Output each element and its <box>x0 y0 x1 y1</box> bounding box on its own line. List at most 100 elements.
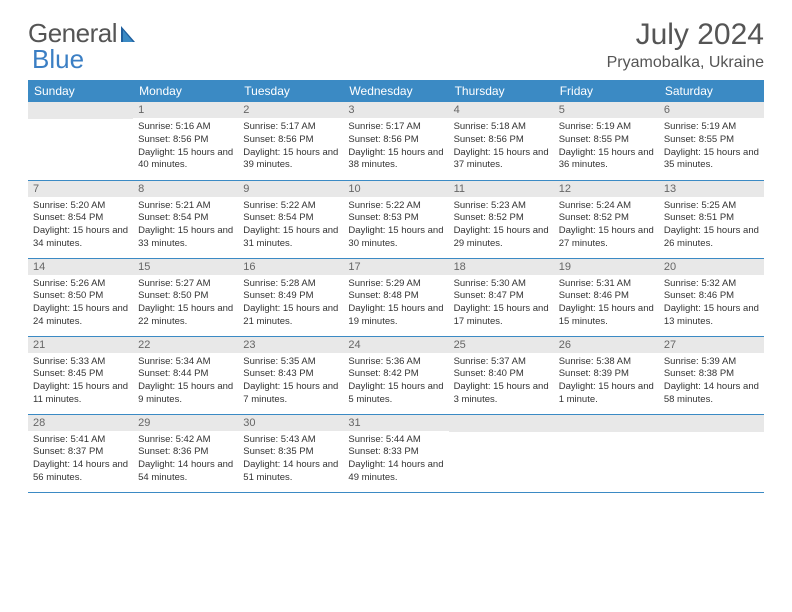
sail-icon <box>119 24 141 44</box>
day-content: Sunrise: 5:22 AMSunset: 8:54 PMDaylight:… <box>238 197 343 256</box>
calendar-week: 14 Sunrise: 5:26 AMSunset: 8:50 PM Dayligh… <box>28 258 764 336</box>
weekday-header: Friday <box>554 80 659 102</box>
day-number: 22 <box>133 337 238 353</box>
calendar-cell: 8Sunrise: 5:21 AMSunset: 8:54 PMDaylight… <box>133 180 238 258</box>
calendar-table: SundayMondayTuesdayWednesdayThursdayFrid… <box>28 80 764 493</box>
calendar-cell <box>659 414 764 492</box>
day-content: Sunrise: 5:35 AMSunset: 8:43 PMDaylight:… <box>238 353 343 412</box>
day-content: Sunrise: 5:23 AMSunset: 8:52 PMDaylight:… <box>449 197 554 256</box>
daylight-text: Daylight: 15 hours and 38 minutes. <box>348 147 443 173</box>
calendar-cell: 5Sunrise: 5:19 AMSunset: 8:55 PMDaylight… <box>554 102 659 180</box>
day-number: 15 <box>133 259 238 275</box>
calendar-cell: 10Sunrise: 5:22 AMSunset: 8:53 PMDayligh… <box>343 180 448 258</box>
sunset-text: Sunset: 8:47 PM <box>454 290 549 303</box>
calendar-cell: 13Sunrise: 5:25 AMSunset: 8:51 PMDayligh… <box>659 180 764 258</box>
sunset-text: Sunset: 8:45 PM <box>33 368 128 381</box>
daylight-text: Daylight: 15 hours and 29 minutes. <box>454 225 549 251</box>
day-content: Sunrise: 5:28 AMSunset: 8:49 PMDaylight:… <box>238 275 343 334</box>
daylight-text: Daylight: 15 hours and 3 minutes. <box>454 381 549 407</box>
sunset-text: Sunset: 8:48 PM <box>348 290 443 303</box>
weekday-header: Wednesday <box>343 80 448 102</box>
calendar-cell: 19Sunrise: 5:31 AMSunset: 8:46 PMDayligh… <box>554 258 659 336</box>
day-number <box>28 102 133 119</box>
day-number: 12 <box>554 181 659 197</box>
sunset-text: Sunset: 8:53 PM <box>348 212 443 225</box>
sunset-text: Sunset: 8:42 PM <box>348 368 443 381</box>
sunset-text: Sunset: 8:54 PM <box>33 212 128 225</box>
sunset-text: Sunset: 8:39 PM <box>559 368 654 381</box>
sunrise-text: Sunrise: 5:32 AM <box>664 278 759 291</box>
sunrise-text: Sunrise: 5:35 AM <box>243 356 338 369</box>
sunset-text: Sunset: 8:33 PM <box>348 446 443 459</box>
calendar-cell: 1Sunrise: 5:16 AMSunset: 8:56 PMDaylight… <box>133 102 238 180</box>
sunset-text: Sunset: 8:46 PM <box>664 290 759 303</box>
sunset-text: Sunset: 8:56 PM <box>454 134 549 147</box>
day-number: 23 <box>238 337 343 353</box>
calendar-cell: 27Sunrise: 5:39 AMSunset: 8:38 PMDayligh… <box>659 336 764 414</box>
day-number: 3 <box>343 102 448 118</box>
daylight-text: Daylight: 15 hours and 40 minutes. <box>138 147 233 173</box>
day-number: 14 <box>28 259 133 275</box>
day-content: Sunrise: 5:43 AMSunset: 8:35 PMDaylight:… <box>238 431 343 490</box>
daylight-text: Daylight: 14 hours and 56 minutes. <box>33 459 128 485</box>
day-number <box>554 415 659 432</box>
sunrise-text: Sunrise: 5:16 AM <box>138 121 233 134</box>
sunset-text: Sunset: 8:50 PM <box>33 290 128 303</box>
daylight-text: Daylight: 15 hours and 30 minutes. <box>348 225 443 251</box>
calendar-cell: 15Sunrise: 5:27 AMSunset: 8:50 PMDayligh… <box>133 258 238 336</box>
calendar-cell: 4Sunrise: 5:18 AMSunset: 8:56 PMDaylight… <box>449 102 554 180</box>
day-content: Sunrise: 5:34 AMSunset: 8:44 PMDaylight:… <box>133 353 238 412</box>
daylight-text: Daylight: 15 hours and 13 minutes. <box>664 303 759 329</box>
sunset-text: Sunset: 8:55 PM <box>664 134 759 147</box>
daylight-text: Daylight: 15 hours and 37 minutes. <box>454 147 549 173</box>
day-content: Sunrise: 5:41 AMSunset: 8:37 PMDaylight:… <box>28 431 133 490</box>
calendar-cell: 22Sunrise: 5:34 AMSunset: 8:44 PMDayligh… <box>133 336 238 414</box>
sunrise-text: Sunrise: 5:22 AM <box>348 200 443 213</box>
sunset-text: Sunset: 8:51 PM <box>664 212 759 225</box>
sunset-text: Sunset: 8:40 PM <box>454 368 549 381</box>
day-content: Sunrise: 5:17 AMSunset: 8:56 PMDaylight:… <box>238 118 343 177</box>
sunset-text: Sunset: 8:38 PM <box>664 368 759 381</box>
calendar-cell: 6Sunrise: 5:19 AMSunset: 8:55 PMDaylight… <box>659 102 764 180</box>
day-number: 24 <box>343 337 448 353</box>
weekday-header: Saturday <box>659 80 764 102</box>
sunrise-text: Sunrise: 5:41 AM <box>33 434 128 447</box>
calendar-cell <box>554 414 659 492</box>
calendar-cell: 9Sunrise: 5:22 AMSunset: 8:54 PMDaylight… <box>238 180 343 258</box>
calendar-week: 21Sunrise: 5:33 AMSunset: 8:45 PMDayligh… <box>28 336 764 414</box>
sunrise-text: Sunrise: 5:37 AM <box>454 356 549 369</box>
sunrise-text: Sunrise: 5:33 AM <box>33 356 128 369</box>
sunset-text: Sunset: 8:49 PM <box>243 290 338 303</box>
calendar-cell <box>449 414 554 492</box>
daylight-text: Daylight: 15 hours and 34 minutes. <box>33 225 128 251</box>
sunrise-text: Sunrise: 5:34 AM <box>138 356 233 369</box>
daylight-text: Daylight: 15 hours and 21 minutes. <box>243 303 338 329</box>
day-content: Sunrise: 5:24 AMSunset: 8:52 PMDaylight:… <box>554 197 659 256</box>
day-content: Sunrise: 5:39 AMSunset: 8:38 PMDaylight:… <box>659 353 764 412</box>
day-content: Sunrise: 5:37 AMSunset: 8:40 PMDaylight:… <box>449 353 554 412</box>
sunrise-text: Sunrise: 5:43 AM <box>243 434 338 447</box>
calendar-cell: 20Sunrise: 5:32 AMSunset: 8:46 PMDayligh… <box>659 258 764 336</box>
sunrise-text: Sunrise: 5:27 AM <box>138 278 233 291</box>
day-content: Sunrise: 5:18 AMSunset: 8:56 PMDaylight:… <box>449 118 554 177</box>
calendar-cell: 31Sunrise: 5:44 AMSunset: 8:33 PMDayligh… <box>343 414 448 492</box>
day-number: 6 <box>659 102 764 118</box>
calendar-cell: 24Sunrise: 5:36 AMSunset: 8:42 PMDayligh… <box>343 336 448 414</box>
sunset-text: Sunset: 8:52 PM <box>454 212 549 225</box>
sunrise-text: Sunrise: 5:22 AM <box>243 200 338 213</box>
sunrise-text: Sunrise: 5:31 AM <box>559 278 654 291</box>
day-content: Sunrise: 5:20 AMSunset: 8:54 PMDaylight:… <box>28 197 133 256</box>
calendar-cell: 29Sunrise: 5:42 AMSunset: 8:36 PMDayligh… <box>133 414 238 492</box>
daylight-text: Daylight: 15 hours and 22 minutes. <box>138 303 233 329</box>
daylight-text: Daylight: 15 hours and 19 minutes. <box>348 303 443 329</box>
sunrise-text: Sunrise: 5:26 AM <box>33 278 128 291</box>
day-content: Sunrise: 5:32 AMSunset: 8:46 PMDaylight:… <box>659 275 764 334</box>
sunrise-text: Sunrise: 5:24 AM <box>559 200 654 213</box>
calendar-cell: 26Sunrise: 5:38 AMSunset: 8:39 PMDayligh… <box>554 336 659 414</box>
daylight-text: Daylight: 15 hours and 17 minutes. <box>454 303 549 329</box>
day-content: Sunrise: 5:33 AMSunset: 8:45 PMDaylight:… <box>28 353 133 412</box>
sunrise-text: Sunrise: 5:29 AM <box>348 278 443 291</box>
day-number: 5 <box>554 102 659 118</box>
daylight-text: Daylight: 15 hours and 31 minutes. <box>243 225 338 251</box>
calendar-cell: 21Sunrise: 5:33 AMSunset: 8:45 PMDayligh… <box>28 336 133 414</box>
